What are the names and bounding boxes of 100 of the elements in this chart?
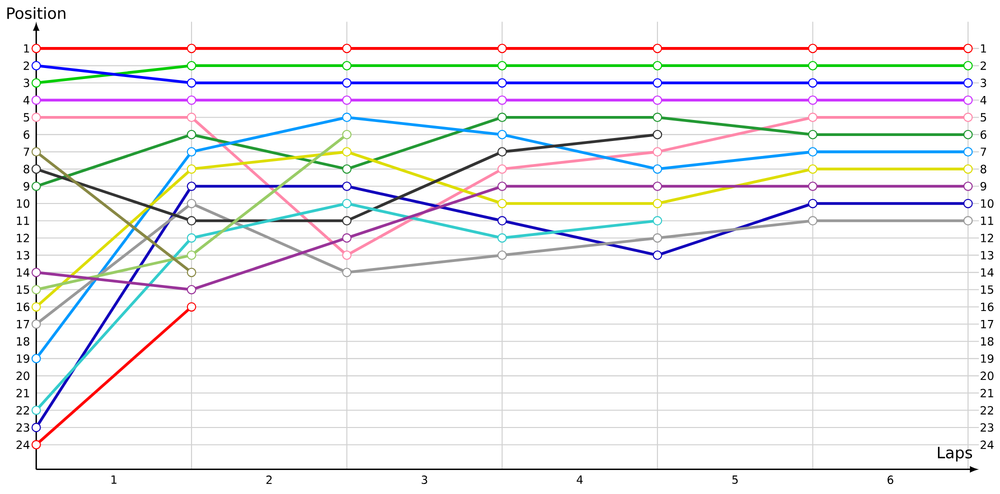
y2-tick-label: 7 xyxy=(980,148,986,156)
point xyxy=(808,112,818,122)
y2-tick-label: 17 xyxy=(981,320,994,328)
point xyxy=(186,95,196,105)
point xyxy=(497,130,507,140)
point xyxy=(652,233,662,243)
y2-tick-label: 9 xyxy=(980,182,986,191)
point xyxy=(963,198,973,208)
x-tick-label: 2 xyxy=(266,475,272,484)
y-tick-label: 9 xyxy=(24,182,30,191)
y-tick-label: 14 xyxy=(16,268,30,277)
point xyxy=(963,216,973,226)
point xyxy=(186,182,196,191)
point xyxy=(963,164,973,174)
y2-tick-label: 16 xyxy=(981,302,994,312)
point xyxy=(963,112,973,122)
point xyxy=(186,60,196,70)
x-tick-label: 3 xyxy=(422,475,428,484)
y2-tick-label: 15 xyxy=(981,285,994,294)
point xyxy=(186,250,196,260)
y-tick-label: 2 xyxy=(24,61,29,70)
y-tick-label: 22 xyxy=(16,406,29,414)
y2-tick-label: 14 xyxy=(981,268,994,277)
y-tick-label: 13 xyxy=(16,250,30,260)
y-tick-label: 23 xyxy=(16,423,30,432)
y-tick-label: 10 xyxy=(16,199,30,208)
x-tick-label: 4 xyxy=(576,475,583,484)
y-tick-label: 3 xyxy=(24,78,30,88)
point xyxy=(963,147,973,156)
point xyxy=(186,233,196,243)
point xyxy=(32,406,41,415)
point xyxy=(186,78,196,88)
point xyxy=(186,147,196,156)
point xyxy=(652,130,662,140)
point xyxy=(186,302,196,312)
point xyxy=(652,95,662,105)
y2-tick-label: 5 xyxy=(980,113,986,122)
point xyxy=(652,198,662,208)
y2-tick-label: 18 xyxy=(981,337,994,346)
point xyxy=(652,216,662,226)
point xyxy=(808,164,818,174)
point xyxy=(32,268,41,278)
y-tick-label: 5 xyxy=(24,113,30,122)
y-tick-label: 7 xyxy=(24,148,30,156)
point xyxy=(808,216,818,226)
point xyxy=(497,78,507,88)
y2-tick-label: 21 xyxy=(980,388,994,398)
point xyxy=(342,216,352,226)
point xyxy=(497,182,507,191)
point xyxy=(963,44,973,54)
point xyxy=(963,182,973,191)
point xyxy=(497,164,507,174)
point xyxy=(497,198,507,208)
point xyxy=(342,130,352,140)
point xyxy=(808,95,818,105)
point xyxy=(497,250,507,260)
point xyxy=(497,44,507,54)
y2-tick-label: 22 xyxy=(980,406,994,414)
point xyxy=(32,182,41,191)
x-axis-title: Laps xyxy=(938,446,972,462)
y-tick-label: 15 xyxy=(16,285,30,294)
y2-tick-label: 10 xyxy=(981,199,994,208)
point xyxy=(186,130,196,140)
y-tick-label: 4 xyxy=(23,96,30,104)
y2-tick-label: 20 xyxy=(980,372,994,380)
y2-tick-label: 23 xyxy=(980,423,994,432)
point xyxy=(32,284,41,294)
point xyxy=(32,354,41,364)
point xyxy=(32,440,41,450)
point xyxy=(32,60,41,70)
y-tick-label: 12 xyxy=(16,234,29,242)
point xyxy=(652,60,662,70)
point xyxy=(652,250,662,260)
point xyxy=(186,164,196,174)
point xyxy=(342,60,352,70)
point xyxy=(808,44,818,54)
point xyxy=(186,198,196,208)
y2-tick-label: 24 xyxy=(980,440,994,449)
y2-tick-label: 2 xyxy=(980,61,986,70)
point xyxy=(652,147,662,156)
point xyxy=(808,147,818,156)
point xyxy=(497,60,507,70)
point xyxy=(652,112,662,122)
point xyxy=(342,268,352,278)
x-tick-label: 6 xyxy=(888,475,894,484)
point xyxy=(342,198,352,208)
y-tick-label: 18 xyxy=(16,337,30,346)
point xyxy=(32,44,41,54)
point xyxy=(342,95,352,105)
y-tick-label: 19 xyxy=(16,354,30,363)
y2-tick-label: 19 xyxy=(981,354,994,363)
x-tick-label: 1 xyxy=(112,475,116,484)
point xyxy=(652,44,662,54)
point xyxy=(342,233,352,243)
point xyxy=(497,112,507,122)
point xyxy=(963,60,973,70)
point xyxy=(342,182,352,191)
y-tick-label: 21 xyxy=(16,388,30,398)
y-axis-title: Position xyxy=(7,6,66,20)
point xyxy=(32,164,41,174)
